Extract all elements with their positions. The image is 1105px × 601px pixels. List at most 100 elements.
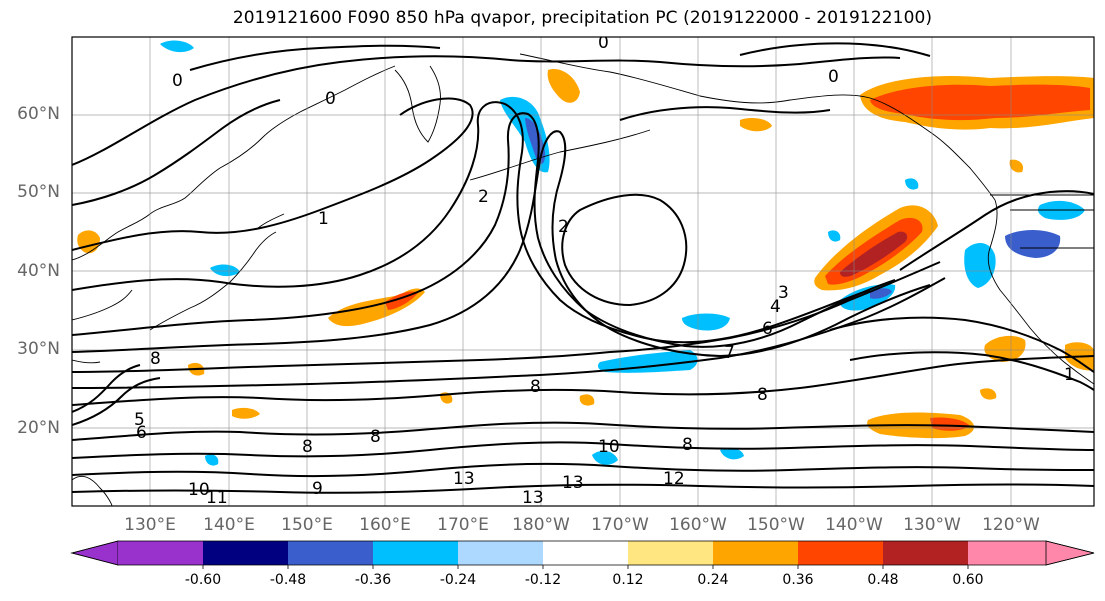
colorbar-extend-high bbox=[1045, 540, 1095, 566]
precip-area-gulf-alaska bbox=[547, 69, 580, 103]
precip-area-baja bbox=[984, 335, 1026, 362]
contour-label: 1 bbox=[1064, 365, 1075, 385]
contour-label: 10 bbox=[598, 437, 620, 457]
north-america-coastline bbox=[987, 199, 1094, 385]
lat-label-60n: 60°N bbox=[17, 104, 60, 124]
lon-label-170w: 170°W bbox=[591, 515, 649, 535]
contour-label: 9 bbox=[312, 479, 323, 499]
lon-label-140w: 140°W bbox=[825, 515, 883, 535]
colorbar-tick-label: 0.36 bbox=[782, 572, 814, 588]
precip-max-central-low bbox=[840, 231, 908, 277]
contour-low-north-2 bbox=[189, 44, 441, 71]
colorbar-tick-label: -0.60 bbox=[184, 572, 222, 588]
lon-label-130w: 130°W bbox=[903, 515, 961, 535]
kamchatka-coastline bbox=[394, 65, 441, 143]
contour-label: 6 bbox=[762, 319, 773, 339]
contour-label: 4 bbox=[770, 297, 781, 317]
us-border bbox=[990, 194, 1094, 249]
contour-low-north-1 bbox=[72, 55, 901, 166]
contour-jet-7 bbox=[72, 277, 946, 389]
map-frame bbox=[71, 36, 1095, 507]
lon-label-140e: 140°E bbox=[203, 515, 255, 535]
precip-dry-central bbox=[682, 313, 730, 331]
contour-closed-low-2 bbox=[561, 193, 688, 307]
map-plot-area: 0 0 0 0 1 2 2 3 4 6 7 8 8 8 8 6 8 9 10 1… bbox=[72, 33, 1094, 508]
contour-label: 8 bbox=[757, 385, 768, 405]
colorbar-tick-label: 0.48 bbox=[867, 572, 899, 588]
contour-subtropical-8 bbox=[72, 355, 1094, 406]
contour-label: 6 bbox=[136, 423, 147, 443]
precip-dry-low-south-core bbox=[870, 288, 892, 299]
contour-label: 0 bbox=[172, 71, 183, 91]
lat-label-40n: 40°N bbox=[17, 261, 60, 281]
precip-dry-tropics-4 bbox=[720, 448, 744, 460]
contour-label: 11 bbox=[206, 488, 228, 508]
contour-label: 0 bbox=[598, 33, 609, 53]
precip-spot-7 bbox=[1009, 159, 1024, 173]
precip-dry-subtropical-jet bbox=[597, 350, 698, 373]
lon-label-170e: 170°E bbox=[437, 515, 489, 535]
contour-jet-3 bbox=[72, 112, 896, 348]
lat-label-20n: 20°N bbox=[17, 418, 60, 438]
contour-label: 5 bbox=[134, 410, 145, 430]
colorbar-tick-label: 0.12 bbox=[612, 572, 644, 588]
precip-spot-1 bbox=[232, 407, 260, 419]
lon-label-180w: 180°W bbox=[512, 515, 570, 535]
lon-label-150w: 150°W bbox=[747, 515, 805, 535]
contour-1 bbox=[72, 97, 474, 251]
aleutian-islands bbox=[469, 129, 651, 181]
precip-shading-negative bbox=[160, 40, 1085, 466]
contour-label: 13 bbox=[562, 473, 584, 493]
colorbar-segment bbox=[968, 541, 1046, 565]
colorbar-segment bbox=[118, 541, 203, 565]
contour-closed-low-0 bbox=[739, 42, 931, 57]
colorbar bbox=[70, 540, 1095, 569]
contour-subtropical-11 bbox=[72, 462, 1094, 478]
colorbar-tick-label: -0.24 bbox=[439, 572, 477, 588]
lon-label-130e: 130°E bbox=[124, 515, 176, 535]
contour-label: 7 bbox=[724, 343, 735, 363]
contour-label: 0 bbox=[828, 67, 839, 87]
contour-label: 3 bbox=[778, 283, 789, 303]
precip-dry-north-core bbox=[525, 118, 546, 164]
contour-label: 8 bbox=[370, 427, 381, 447]
colorbar-segment bbox=[288, 541, 373, 565]
precip-dry-tropics-1 bbox=[592, 450, 618, 465]
lon-label-160w: 160°W bbox=[669, 515, 727, 535]
contour-label: 13 bbox=[453, 469, 475, 489]
contour-subtropical-10 bbox=[72, 441, 1094, 459]
coastlines bbox=[72, 53, 1094, 506]
precip-dry-tropics-2 bbox=[160, 40, 194, 53]
contour-label: 2 bbox=[558, 217, 569, 237]
contour-label: 8 bbox=[530, 377, 541, 397]
precip-dry-east-core bbox=[1005, 230, 1061, 258]
contour-label: 8 bbox=[682, 435, 693, 455]
colorbar-segment bbox=[883, 541, 968, 565]
contour-label: 1 bbox=[318, 209, 329, 229]
contour-wave-west-1 bbox=[72, 364, 141, 413]
lat-label-50n: 50°N bbox=[17, 182, 60, 202]
contour-label: 13 bbox=[522, 488, 544, 508]
colorbar-tick-label: -0.36 bbox=[354, 572, 392, 588]
contour-label: 2 bbox=[478, 187, 489, 207]
contour-east-upper bbox=[899, 190, 1094, 271]
colorbar-segment bbox=[373, 541, 458, 565]
precip-spot-2 bbox=[579, 394, 595, 406]
precip-dry-tropics-6 bbox=[828, 230, 841, 242]
colorbar-segment bbox=[543, 541, 628, 565]
colorbar-extend-low bbox=[70, 540, 119, 566]
contour-label: 12 bbox=[663, 469, 685, 489]
contour-label: 8 bbox=[150, 349, 161, 369]
qvapor-contours bbox=[72, 42, 1094, 494]
colorbar-tick-label: 0.60 bbox=[952, 572, 984, 588]
precip-core-subtropical-east bbox=[930, 417, 970, 431]
precip-dry-tropics-5 bbox=[905, 178, 919, 190]
contour-subtropical-9 bbox=[72, 421, 1094, 441]
contour-east-loop-1 bbox=[829, 316, 1094, 373]
philippines-coast bbox=[72, 475, 113, 506]
colorbar-segment bbox=[713, 541, 798, 565]
precip-dry-tropics-3 bbox=[210, 264, 240, 277]
alaska-coastline bbox=[519, 53, 996, 201]
colorbar-segment bbox=[458, 541, 543, 565]
